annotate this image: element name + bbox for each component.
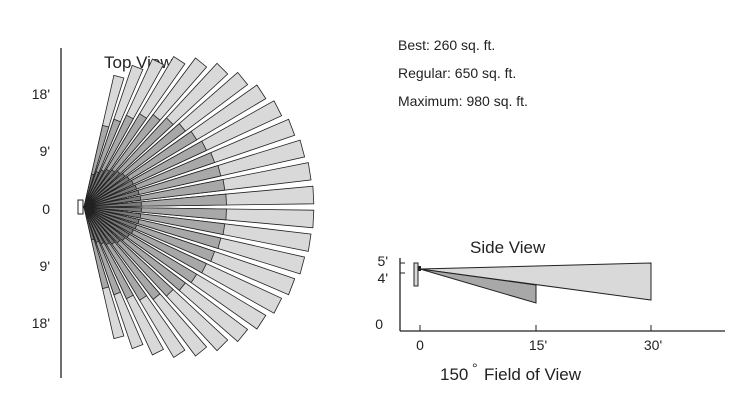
beam-18-best	[83, 206, 134, 235]
beam-20-best	[83, 206, 126, 242]
detection-beams	[83, 56, 315, 358]
side-view-tick-0: 0	[375, 316, 383, 332]
beam-25-best	[83, 206, 100, 243]
beam-19-best	[83, 206, 130, 239]
beam-21-best	[83, 206, 121, 244]
beam-22-best	[83, 206, 116, 245]
beam-10-best	[83, 184, 138, 208]
top-view: Top View 18' 9' 0 9' 18'	[32, 48, 315, 378]
beam-4-best	[83, 168, 110, 208]
side-view-sensor	[413, 262, 419, 287]
beam-11-best	[83, 189, 140, 208]
side-view-title: Side View	[470, 238, 546, 257]
coverage-regular: Regular: 650 sq. ft.	[398, 65, 516, 81]
side-view-tick-4: 4'	[378, 270, 388, 286]
top-view-tick-9-upper: 9'	[40, 143, 50, 159]
field-of-view-caption: 150 ° Field of View	[440, 360, 582, 384]
field-of-view-value: 150	[440, 365, 468, 384]
side-view-x-label-30: 30'	[644, 337, 662, 353]
side-view-x-label-15: 15'	[529, 337, 547, 353]
side-view-tick-5: 5'	[378, 253, 388, 269]
top-view-tick-0: 0	[42, 201, 50, 217]
coverage-list: Best: 260 sq. ft. Regular: 650 sq. ft. M…	[398, 37, 528, 109]
top-view-sensor	[77, 199, 84, 215]
top-view-tick-18-lower: 18'	[32, 315, 50, 331]
beam-14-best	[83, 206, 142, 213]
beam-12-best	[83, 195, 142, 208]
field-of-view-label: Field of View	[484, 365, 582, 384]
beam-5-best	[83, 169, 116, 208]
side-view-short-beam	[419, 268, 537, 304]
beam-13-best	[83, 201, 142, 208]
beam-8-best	[83, 175, 130, 208]
beam-3-best	[83, 169, 105, 208]
side-view-x-label-0: 0	[416, 337, 424, 353]
beam-17-best	[83, 206, 138, 230]
side-view-sensor-lens	[418, 266, 421, 271]
top-view-tick-9-lower: 9'	[40, 258, 50, 274]
degree-symbol: °	[472, 360, 478, 376]
beam-23-best	[83, 206, 110, 246]
beam-9-best	[83, 179, 134, 208]
beam-6-best	[83, 170, 121, 208]
top-view-tick-18-upper: 18'	[32, 86, 50, 102]
coverage-maximum: Maximum: 980 sq. ft.	[398, 93, 528, 109]
beam-7-best	[83, 172, 126, 208]
beam-24-best	[83, 206, 105, 245]
side-view: Side View 5' 4' 0 0 15' 30'	[375, 238, 725, 353]
beam-16-best	[83, 206, 140, 225]
beam-26-best	[83, 206, 95, 241]
coverage-best: Best: 260 sq. ft.	[398, 37, 495, 53]
beam-15-best	[83, 206, 142, 219]
